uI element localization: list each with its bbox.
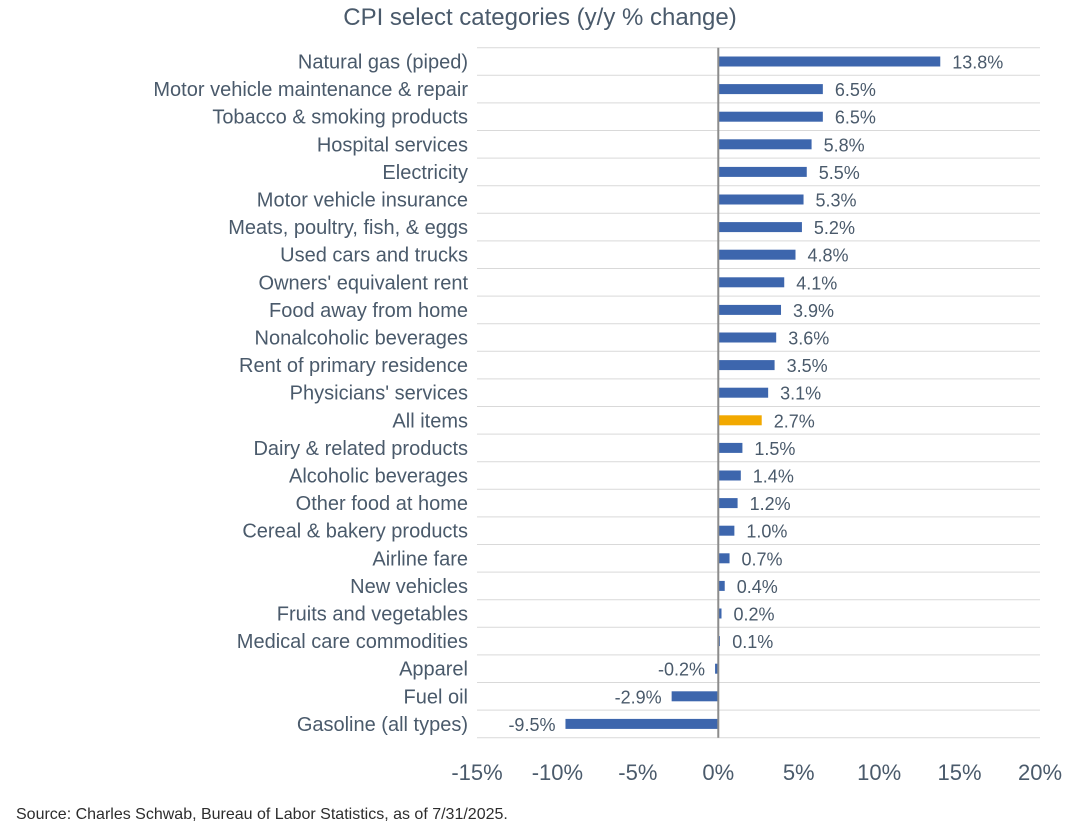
category-label: Rent of primary residence (239, 355, 468, 377)
data-label: 1.0% (746, 522, 787, 542)
bar (718, 415, 762, 426)
data-label: -9.5% (508, 715, 555, 735)
x-tick-label: 5% (783, 760, 815, 785)
data-label: 3.6% (788, 329, 829, 349)
category-label: New vehicles (350, 576, 468, 598)
bar (718, 249, 796, 260)
bar (718, 111, 823, 122)
data-label: 4.1% (796, 273, 837, 293)
source-note: Source: Charles Schwab, Bureau of Labor … (16, 806, 508, 823)
data-label: 5.3% (816, 191, 857, 211)
data-label: 1.2% (750, 494, 791, 514)
bar (715, 663, 719, 674)
category-label: Fuel oil (404, 686, 468, 708)
data-label: 5.8% (824, 135, 865, 155)
x-tick-label: 0% (702, 760, 734, 785)
data-label: 5.2% (814, 218, 855, 238)
bar (718, 387, 769, 398)
data-label: 0.7% (742, 549, 783, 569)
category-label: Dairy & related products (253, 438, 468, 460)
x-tick-label: 10% (857, 760, 901, 785)
data-label: 3.9% (793, 301, 834, 321)
bar (718, 442, 743, 453)
bar (718, 222, 802, 233)
data-label: -0.2% (658, 660, 705, 680)
x-tick-label: 15% (938, 760, 982, 785)
data-label: 0.1% (732, 632, 773, 652)
data-label: 13.8% (952, 53, 1003, 73)
category-label: Nonalcoholic beverages (255, 328, 468, 350)
bar (718, 525, 735, 536)
bar (718, 580, 725, 591)
category-label: All items (392, 410, 468, 432)
bar (718, 470, 741, 481)
data-label: -2.9% (615, 687, 662, 707)
category-label: Medical care commodities (237, 631, 468, 653)
data-label: 0.2% (734, 605, 775, 625)
category-label: Tobacco & smoking products (212, 107, 468, 129)
category-label: Fruits and vegetables (277, 604, 468, 626)
x-tick-label: -15% (451, 760, 502, 785)
data-label: 3.5% (787, 356, 828, 376)
bar (718, 360, 775, 371)
category-label: Gasoline (all types) (297, 714, 468, 736)
category-label: Other food at home (296, 493, 468, 515)
bar (718, 498, 738, 509)
category-label: Motor vehicle insurance (257, 190, 468, 212)
bar (718, 304, 782, 315)
category-label: Physicians' services (290, 383, 468, 405)
bar (565, 718, 719, 729)
bar (718, 608, 722, 619)
data-label: 0.4% (737, 577, 778, 597)
category-label: Used cars and trucks (280, 245, 468, 267)
bar (718, 332, 777, 343)
data-label: 1.5% (754, 439, 795, 459)
data-label: 2.7% (774, 411, 815, 431)
bar (718, 166, 807, 177)
category-label: Motor vehicle maintenance & repair (153, 79, 468, 101)
bar (718, 277, 785, 288)
category-label: Electricity (382, 162, 468, 184)
category-label: Natural gas (piped) (298, 52, 468, 74)
category-label: Food away from home (269, 300, 468, 322)
bar (718, 139, 812, 150)
category-label: Hospital services (317, 134, 468, 156)
x-tick-label: 20% (1018, 760, 1062, 785)
data-label: 3.1% (780, 384, 821, 404)
bar (718, 56, 941, 67)
category-label: Apparel (399, 659, 468, 681)
bar (671, 691, 719, 702)
data-label: 6.5% (835, 80, 876, 100)
bar (718, 84, 823, 95)
category-label: Airline fare (372, 548, 468, 570)
bar (718, 553, 730, 564)
data-label: 5.5% (819, 163, 860, 183)
category-label: Cereal & bakery products (242, 521, 468, 543)
chart-title: CPI select categories (y/y % change) (343, 4, 737, 31)
category-label: Alcoholic beverages (289, 466, 468, 488)
category-label: Meats, poultry, fish, & eggs (228, 217, 468, 239)
data-label: 6.5% (835, 108, 876, 128)
data-label: 4.8% (807, 246, 848, 266)
data-label: 1.4% (753, 467, 794, 487)
x-tick-label: -5% (618, 760, 657, 785)
category-label: Owners' equivalent rent (259, 272, 469, 294)
bar (718, 194, 804, 205)
x-tick-label: -10% (532, 760, 583, 785)
